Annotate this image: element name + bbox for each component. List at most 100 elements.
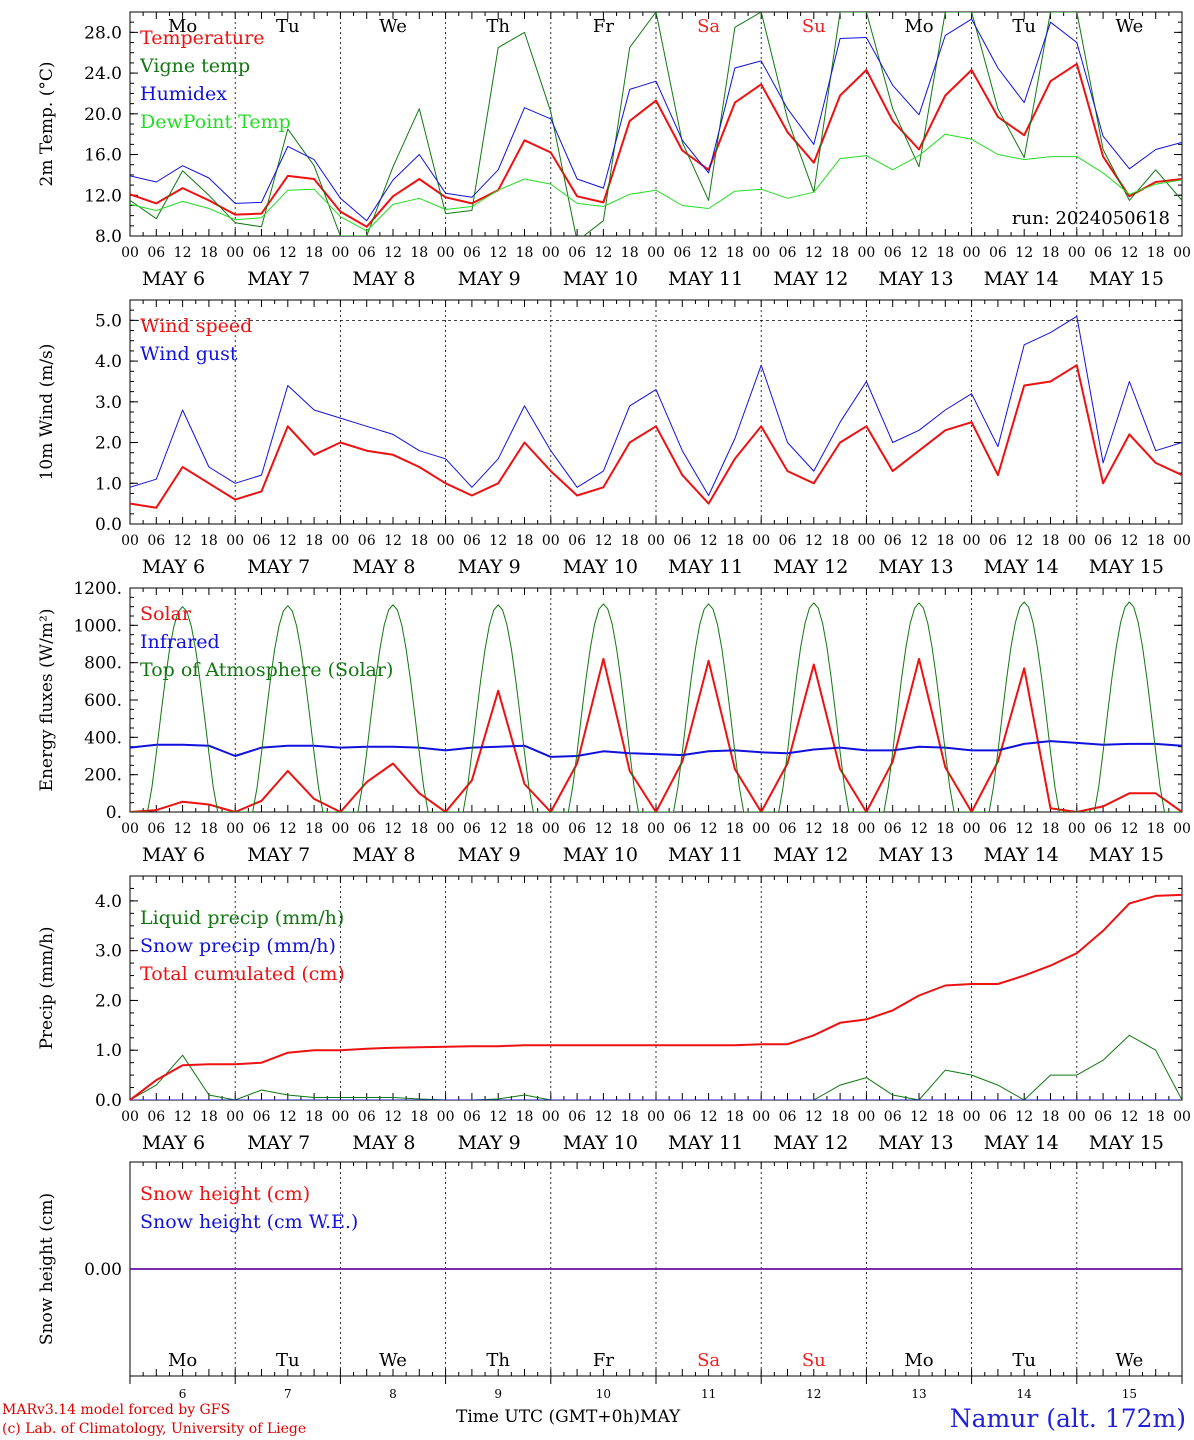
hour-tick-label: 12: [174, 821, 192, 837]
weekday-label: Th: [486, 16, 510, 37]
weekday-label: Tu: [1012, 16, 1036, 37]
hour-tick-label: 00: [121, 533, 139, 549]
weekday-label: We: [1116, 1350, 1144, 1371]
date-label: MAY 9: [458, 844, 521, 866]
series-line-2: [130, 740, 1182, 758]
date-label: MAY 14: [984, 844, 1059, 866]
hour-tick-label: 00: [857, 245, 875, 261]
hour-tick-label: 18: [516, 533, 534, 549]
hour-tick-label: 12: [910, 533, 928, 549]
legend-entry-2: Snow precip (mm/h): [140, 935, 336, 957]
y-tick-label: 4.0: [95, 352, 122, 372]
hour-tick-label: 12: [174, 245, 192, 261]
hour-tick-label: 06: [253, 821, 271, 837]
hour-tick-label: 12: [910, 1109, 928, 1125]
series-line-1: [130, 1034, 1182, 1100]
date-label: MAY 13: [878, 556, 953, 578]
weekday-label: Fr: [593, 1350, 614, 1371]
hour-tick-label: 12: [910, 245, 928, 261]
y-tick-label: 3.0: [95, 393, 122, 413]
series-line-3: [130, 18, 1182, 222]
hour-tick-label: 12: [1120, 245, 1138, 261]
hour-tick-label: 06: [147, 821, 165, 837]
hour-tick-label: 00: [121, 1109, 139, 1125]
hour-tick-label: 00: [752, 821, 770, 837]
y-tick-label: 1200.: [73, 579, 122, 599]
hour-tick-label: 06: [779, 1109, 797, 1125]
weekday-label: Sa: [697, 1350, 720, 1371]
day-number-label: 7: [284, 1387, 292, 1401]
hour-tick-label: 06: [463, 533, 481, 549]
hour-tick-label: 12: [1015, 533, 1033, 549]
date-label: MAY 12: [773, 556, 848, 578]
y-tick-label: 1000.: [73, 616, 122, 636]
hour-tick-label: 00: [857, 821, 875, 837]
hour-tick-label: 00: [752, 1109, 770, 1125]
hour-tick-label: 00: [542, 245, 560, 261]
hour-tick-label: 18: [621, 821, 639, 837]
hour-tick-label: 18: [410, 533, 428, 549]
hour-tick-label: 12: [1015, 821, 1033, 837]
hour-tick-label: 06: [568, 533, 586, 549]
legend-entry-1: Temperature: [140, 27, 264, 49]
legend-entry-2: Infrared: [140, 631, 220, 653]
hour-tick-label: 18: [305, 1109, 323, 1125]
hour-tick-label: 06: [147, 533, 165, 549]
hour-tick-label: 00: [1173, 1109, 1191, 1125]
hour-tick-label: 12: [174, 533, 192, 549]
hour-tick-label: 06: [779, 821, 797, 837]
legend-entry-3: Humidex: [140, 83, 227, 105]
date-label: MAY 11: [668, 268, 743, 290]
y-axis-title: 2m Temp. (°C): [37, 61, 57, 186]
y-axis-title: Energy fluxes (W/m²): [37, 609, 57, 792]
date-label: MAY 12: [773, 268, 848, 290]
y-tick-label: 24.0: [84, 64, 122, 84]
hour-tick-label: 18: [516, 1109, 534, 1125]
hour-tick-label: 06: [253, 533, 271, 549]
hour-tick-label: 12: [489, 1109, 507, 1125]
data-layer: [130, 315, 1182, 509]
weekday-label: Tu: [276, 1350, 300, 1371]
legend-entry-2: Snow height (cm W.E.): [140, 1211, 358, 1233]
y-tick-label: 2.0: [95, 991, 122, 1011]
weekday-label: Mo: [904, 1350, 933, 1371]
date-label: MAY 14: [984, 268, 1059, 290]
hour-tick-label: 18: [831, 1109, 849, 1125]
date-label: MAY 15: [1089, 1132, 1164, 1154]
date-label: MAY 8: [352, 844, 415, 866]
hour-tick-label: 12: [1015, 245, 1033, 261]
hour-tick-label: 12: [700, 245, 718, 261]
hour-tick-label: 00: [1068, 245, 1086, 261]
legend-entry-2: Vigne temp: [139, 55, 250, 77]
hour-tick-label: 00: [331, 1109, 349, 1125]
hour-tick-label: 00: [647, 245, 665, 261]
hour-tick-label: 06: [884, 821, 902, 837]
date-label: MAY 7: [247, 844, 310, 866]
lab-credit: (c) Lab. of Climatology, University of L…: [2, 1421, 307, 1437]
hour-tick-label: 18: [831, 821, 849, 837]
date-label: MAY 11: [668, 844, 743, 866]
day-number-label: 11: [701, 1387, 716, 1401]
hour-tick-label: 12: [700, 821, 718, 837]
day-number-label: 12: [806, 1387, 821, 1401]
hour-tick-label: 06: [1094, 245, 1112, 261]
series-line-2: [130, 315, 1182, 496]
hour-tick-label: 00: [647, 533, 665, 549]
date-label: MAY 15: [1089, 556, 1164, 578]
legend-entry-3: Top of Atmosphere (Solar): [140, 659, 393, 681]
weekday-label: Fr: [593, 16, 614, 37]
date-label: MAY 6: [142, 556, 205, 578]
hour-tick-label: 00: [226, 245, 244, 261]
hour-tick-label: 12: [805, 821, 823, 837]
hour-tick-label: 06: [989, 1109, 1007, 1125]
hour-tick-label: 18: [1042, 245, 1060, 261]
legend-entry-1: Solar: [140, 603, 192, 625]
hour-tick-label: 06: [358, 245, 376, 261]
hour-tick-label: 18: [936, 245, 954, 261]
date-label: MAY 10: [563, 556, 638, 578]
hour-tick-label: 06: [147, 245, 165, 261]
hour-tick-label: 00: [437, 1109, 455, 1125]
hour-tick-label: 06: [463, 821, 481, 837]
date-label: MAY 6: [142, 1132, 205, 1154]
